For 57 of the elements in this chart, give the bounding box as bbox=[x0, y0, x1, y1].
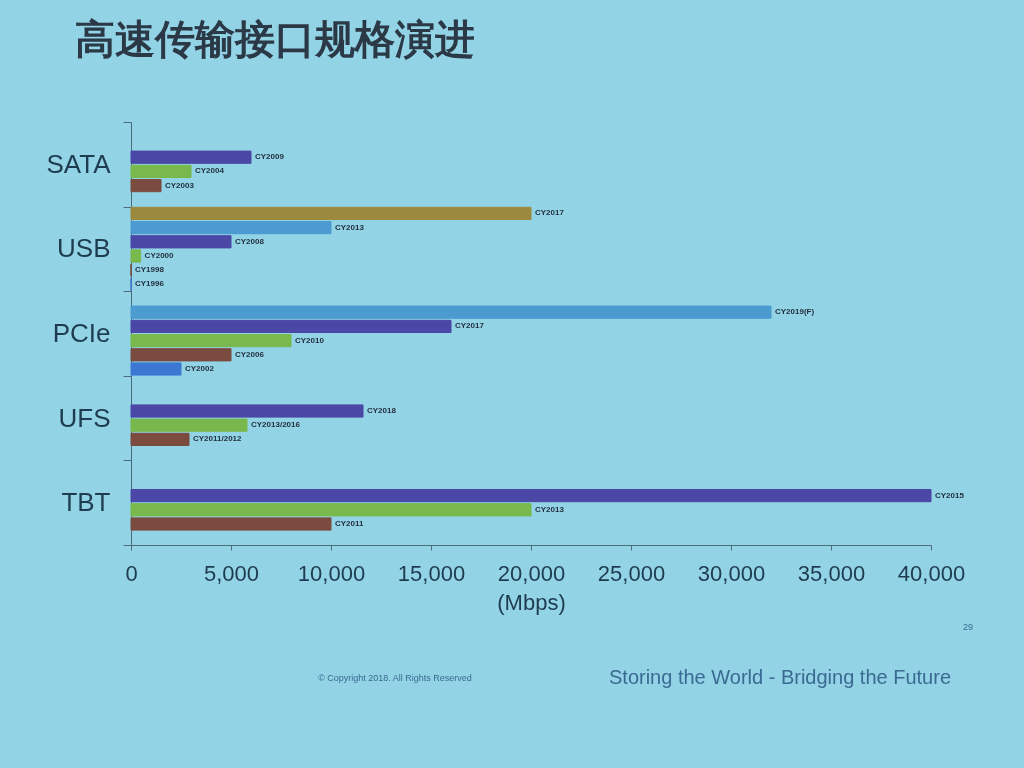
data-label: CY2004 bbox=[195, 166, 225, 176]
bar bbox=[130, 235, 232, 249]
data-label: CY2017 bbox=[455, 321, 485, 331]
data-label: CY2000 bbox=[144, 251, 175, 260]
bar bbox=[130, 503, 532, 517]
bar bbox=[130, 418, 248, 432]
x-tick-label: 0 bbox=[125, 560, 138, 586]
bar bbox=[130, 164, 192, 178]
data-label: CY2013 bbox=[535, 504, 565, 514]
bar bbox=[130, 249, 142, 263]
data-label: CY2015 bbox=[935, 490, 965, 500]
data-label: CY2006 bbox=[235, 349, 265, 359]
data-label: CY2018 bbox=[367, 406, 397, 415]
data-label: CY1998 bbox=[135, 265, 165, 275]
text: 29 bbox=[962, 622, 974, 632]
bar bbox=[130, 305, 772, 319]
data-label: CY2002 bbox=[185, 363, 215, 373]
x-tick-label: 25,000 bbox=[597, 560, 666, 586]
y-tick-label: PCIe bbox=[52, 318, 111, 348]
text: © Copyright 2018. All Rights Reserved bbox=[318, 673, 472, 683]
data-label: CY2013/2016 bbox=[251, 420, 301, 430]
data-label: CY2013 bbox=[335, 222, 365, 232]
bar bbox=[130, 489, 932, 503]
data-label: CY2017 bbox=[535, 208, 565, 218]
bar bbox=[130, 221, 332, 235]
x-tick-label: 20,000 bbox=[497, 560, 566, 586]
bar bbox=[130, 432, 190, 446]
data-label: CY2019(F) bbox=[775, 307, 815, 317]
text: Storing the World - Bridging the Future bbox=[608, 666, 952, 688]
x-tick-label: 40,000 bbox=[897, 560, 966, 586]
x-tick-label: 5,000 bbox=[203, 560, 260, 586]
data-label: CY2010 bbox=[295, 335, 325, 345]
x-axis-title: (Mbps) bbox=[497, 589, 566, 615]
bar bbox=[130, 319, 452, 334]
bar bbox=[130, 348, 232, 362]
data-label: CY2011 bbox=[335, 518, 365, 528]
x-tick-label: 35,000 bbox=[797, 560, 866, 586]
x-tick-label: 15,000 bbox=[397, 560, 466, 586]
data-label: CY2008 bbox=[235, 236, 265, 246]
x-tick-label: 30,000 bbox=[697, 560, 766, 586]
data-label: CY2009 bbox=[255, 152, 285, 162]
bar bbox=[130, 404, 364, 418]
bar bbox=[130, 333, 292, 348]
y-tick-label: SATA bbox=[46, 148, 112, 179]
bar bbox=[130, 150, 252, 164]
data-label: CY1996 bbox=[135, 279, 165, 289]
y-tick-label: USB bbox=[57, 233, 111, 264]
y-tick-label: UFS bbox=[58, 402, 111, 433]
bar bbox=[130, 362, 182, 376]
chart-title: 高速传输接口规格演进 bbox=[75, 16, 475, 62]
data-label: CY2011/2012 bbox=[193, 434, 243, 444]
bar bbox=[130, 206, 532, 221]
y-tick-label: TBT bbox=[61, 487, 111, 518]
bar bbox=[130, 178, 162, 193]
bar bbox=[130, 517, 332, 531]
data-label: CY2003 bbox=[165, 180, 195, 190]
x-tick-label: 10,000 bbox=[297, 560, 366, 586]
